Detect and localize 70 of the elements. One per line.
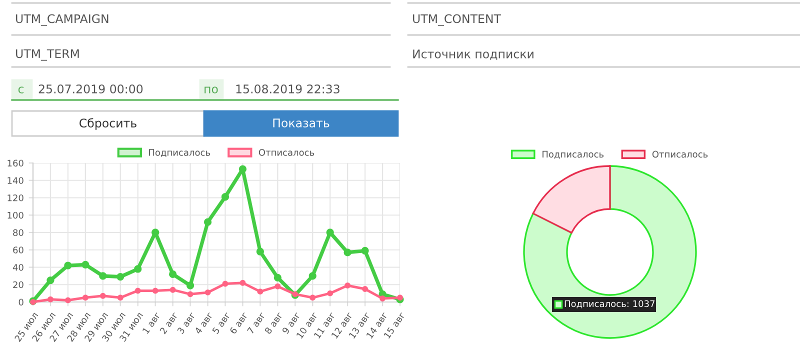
- point: [134, 288, 141, 294]
- x-tick-label: 7 авг: [246, 312, 266, 334]
- x-tick-label: 8 авг: [264, 311, 284, 334]
- point: [344, 248, 352, 256]
- point: [99, 272, 107, 280]
- donut-slice: [532, 165, 611, 234]
- x-tick-label: 4 авг: [194, 312, 214, 335]
- point: [170, 286, 176, 293]
- text: по: [204, 86, 218, 94]
- point: [397, 294, 403, 301]
- point: [204, 289, 211, 296]
- y-tick-label: 60: [13, 246, 24, 254]
- point: [64, 262, 72, 270]
- point: [274, 274, 282, 282]
- legend-label: Отписалось: [258, 149, 314, 156]
- x-tick-label: 5 авг: [212, 312, 231, 334]
- legend-label: Подписалось: [149, 149, 210, 157]
- point: [100, 292, 106, 299]
- point: [117, 294, 124, 301]
- point: [46, 276, 54, 284]
- point: [274, 283, 281, 290]
- point: [116, 272, 124, 281]
- y-tick-label: 40: [12, 264, 24, 271]
- point: [82, 260, 90, 268]
- text: Сбросить: [80, 118, 136, 130]
- point: [256, 248, 264, 256]
- y-tick-label: 140: [8, 177, 24, 184]
- point: [380, 296, 386, 302]
- point: [204, 218, 212, 226]
- text: UTM_TERM: [16, 49, 79, 61]
- point: [222, 280, 228, 287]
- text: 15.08.2019 22:33: [236, 84, 340, 94]
- y-tick-label: 120: [8, 194, 24, 202]
- y-tick-label: 20: [13, 281, 24, 288]
- x-tick-label: 3 авг: [176, 311, 196, 334]
- point: [361, 246, 369, 255]
- text: с: [18, 86, 24, 94]
- point: [310, 294, 316, 301]
- text: Источник подписки: [413, 50, 534, 60]
- x-tick-label: 6 авг: [229, 311, 248, 334]
- point: [221, 193, 230, 201]
- text: UTM_CAMPAIGN: [16, 14, 108, 26]
- point: [344, 282, 351, 288]
- y-tick-label: 160: [8, 160, 24, 167]
- point: [186, 282, 194, 290]
- point: [168, 270, 177, 278]
- text: UTM_CONTENT: [413, 14, 502, 26]
- point: [326, 228, 334, 236]
- point: [82, 294, 88, 301]
- point: [327, 290, 334, 296]
- legend-label: Отписалось: [652, 150, 708, 158]
- text: Показать: [273, 118, 330, 128]
- point: [187, 291, 194, 298]
- point: [47, 296, 54, 302]
- point: [308, 272, 316, 280]
- point: [240, 280, 246, 286]
- point: [134, 265, 142, 273]
- y-tick-label: 80: [13, 229, 24, 236]
- x-tick-label: 1 авг: [142, 312, 161, 334]
- point: [152, 288, 158, 294]
- point: [64, 297, 71, 304]
- legend-label: Подписалось: [542, 150, 604, 159]
- y-tick-label: 100: [8, 212, 24, 219]
- point: [257, 288, 264, 295]
- point: [238, 165, 247, 173]
- text: 25.07.2019 00:00: [38, 84, 143, 94]
- text: Подписалось: 1037: [564, 300, 655, 308]
- x-tick-label: 2 авг: [159, 311, 178, 334]
- y-tick-label: 0: [18, 298, 24, 306]
- point: [362, 286, 368, 292]
